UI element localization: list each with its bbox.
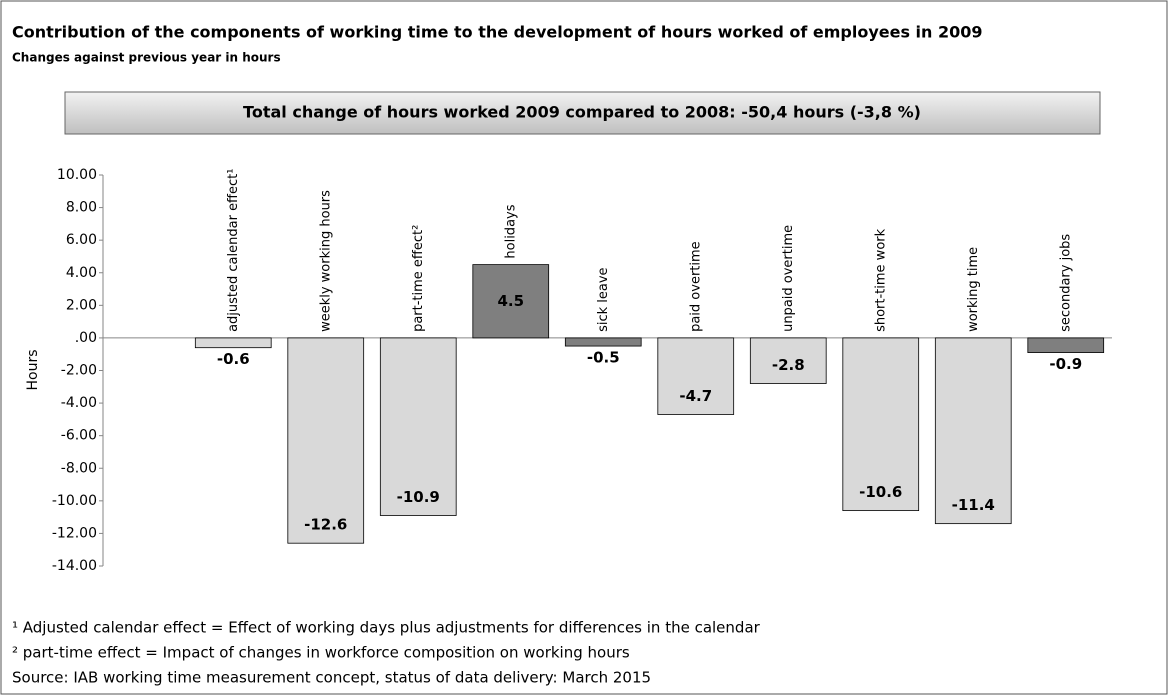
category-label: secondary jobs [1058,234,1073,332]
bar [934,337,1012,525]
category-label: weekly working hours [318,190,333,332]
y-tick-label: 4.00 [66,265,97,281]
bar [1027,337,1105,353]
bar [564,337,642,347]
y-axis-label: Hours [25,349,41,390]
bar [472,264,550,339]
value-label: -10.6 [859,483,902,501]
y-tick-label: -12.00 [52,525,97,541]
category-label: paid overtime [688,241,703,332]
y-tick-label: 8.00 [66,200,97,216]
category-label: sick leave [596,267,611,331]
bar [194,337,272,349]
category-label: working time [966,247,981,332]
bar [287,337,365,544]
value-label: -0.9 [1049,355,1082,373]
value-label: -4.7 [679,387,712,405]
banner-box [64,91,1101,135]
value-label: -11.4 [952,496,995,514]
chart-title: Contribution of the components of workin… [12,23,983,42]
value-label: 4.5 [497,292,524,310]
y-tick-label: -8.00 [61,460,97,476]
footnote: ¹ Adjusted calendar effect = Effect of w… [12,619,761,637]
footnote: ² part-time effect = Impact of changes i… [12,644,630,662]
bar [842,337,920,512]
y-tick-label: -2.00 [61,363,97,379]
category-label: short-time work [873,228,888,332]
y-tick-label: -6.00 [61,428,97,444]
y-tick-label: -10.00 [52,493,97,509]
y-tick-label: 6.00 [66,232,97,248]
value-label: -10.9 [397,488,440,506]
y-tick-label: 2.00 [66,297,97,313]
category-label: part-time effect² [411,225,426,332]
category-label: adjusted calendar effect¹ [226,169,241,332]
chart-subtitle: Changes against previous year in hours [12,51,281,65]
footnote: Source: IAB working time measurement con… [12,669,651,687]
y-tick-label: -14.00 [52,558,97,574]
y-tick-label: -4.00 [61,395,97,411]
y-tick-label: 10.00 [57,167,97,183]
value-label: -0.6 [217,350,250,368]
banner: Total change of hours worked 2009 compar… [243,103,921,122]
category-label: holidays [503,204,518,258]
value-label: -12.6 [304,516,347,534]
value-label: -0.5 [587,349,620,367]
value-label: -2.8 [772,356,805,374]
bar [379,337,457,516]
bar [657,337,735,415]
category-label: unpaid overtime [781,225,796,332]
bar [749,337,827,384]
y-tick-label: .00 [75,330,97,346]
